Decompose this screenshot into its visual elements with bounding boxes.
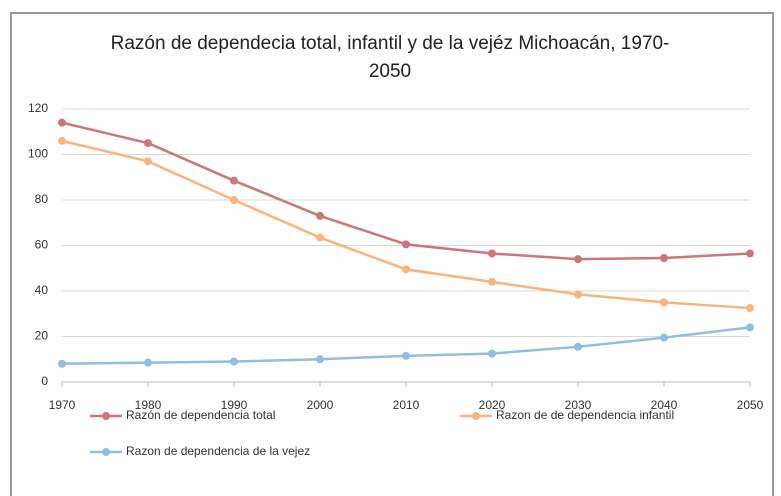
data-point bbox=[574, 342, 582, 351]
data-point bbox=[144, 157, 152, 166]
y-tick-label: 0 bbox=[41, 374, 48, 388]
x-tick-label: 1990 bbox=[221, 398, 248, 412]
data-point bbox=[316, 355, 324, 364]
data-point bbox=[746, 323, 754, 332]
y-tick-label: 100 bbox=[28, 147, 48, 161]
data-point bbox=[402, 265, 410, 274]
y-tick-label: 20 bbox=[35, 329, 49, 343]
data-point bbox=[230, 196, 238, 204]
chart-title: Razón de dependecia total, infantil y de… bbox=[110, 33, 670, 82]
data-point bbox=[230, 176, 238, 185]
data-point bbox=[660, 298, 668, 307]
data-point bbox=[58, 118, 66, 127]
y-tick-label: 80 bbox=[35, 192, 49, 206]
data-point bbox=[746, 249, 754, 258]
data-point bbox=[144, 358, 152, 367]
y-tick-label: 60 bbox=[35, 238, 49, 252]
data-point bbox=[488, 349, 496, 358]
data-point bbox=[230, 357, 238, 366]
data-point bbox=[574, 255, 582, 264]
x-tick-label: 2010 bbox=[393, 398, 420, 412]
x-tick-label: 2030 bbox=[565, 398, 592, 412]
data-point bbox=[58, 359, 66, 368]
legend-marker bbox=[472, 412, 480, 420]
data-point bbox=[660, 254, 668, 263]
chart-frame bbox=[10, 12, 774, 496]
legend-label: Razon de dependencia de la vejez bbox=[126, 444, 310, 458]
legend-marker bbox=[102, 448, 110, 456]
data-point bbox=[58, 136, 66, 145]
data-point bbox=[316, 233, 324, 242]
legend-marker bbox=[102, 412, 110, 420]
series-line bbox=[61, 121, 751, 261]
x-tick-label: 2020 bbox=[479, 398, 506, 412]
legend-label: Razon de de dependencia infantil bbox=[496, 408, 674, 422]
x-tick-label: 2000 bbox=[307, 398, 334, 412]
data-point bbox=[574, 290, 582, 299]
data-point bbox=[144, 139, 152, 148]
y-tick-label: 120 bbox=[28, 101, 48, 115]
data-point bbox=[660, 333, 668, 342]
data-point bbox=[746, 304, 754, 313]
x-tick-label: 1980 bbox=[135, 398, 162, 412]
data-point bbox=[488, 277, 496, 286]
y-tick-label: 40 bbox=[35, 283, 49, 297]
data-point bbox=[488, 249, 496, 258]
data-point bbox=[316, 211, 324, 220]
data-point bbox=[402, 351, 410, 360]
legend-label: Razón de dependencia total bbox=[126, 408, 275, 422]
data-point bbox=[402, 240, 410, 249]
x-tick-label: 1970 bbox=[49, 398, 76, 412]
series-line bbox=[61, 139, 751, 310]
x-tick-label: 2040 bbox=[651, 398, 678, 412]
x-tick-label: 2050 bbox=[737, 398, 764, 412]
